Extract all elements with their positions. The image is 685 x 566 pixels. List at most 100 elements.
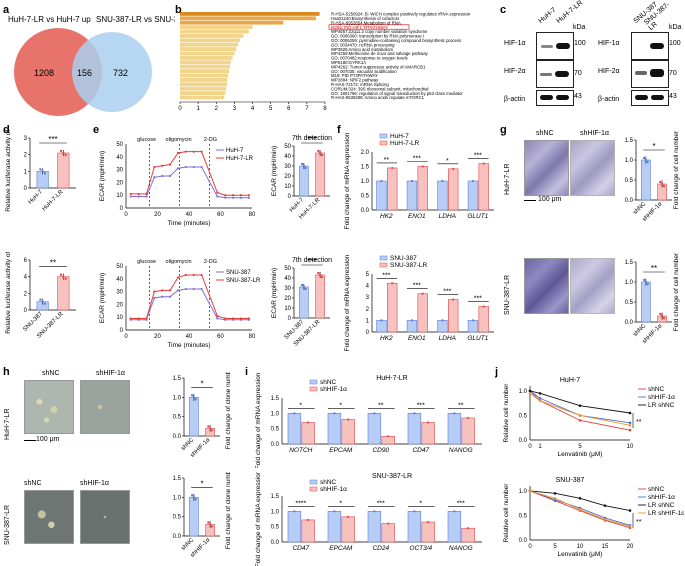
y-tick-label-4: 40 bbox=[284, 276, 291, 282]
dot-0-2 bbox=[304, 166, 307, 170]
g-label-shhif: shHIF-1α bbox=[580, 130, 609, 137]
bar-0 bbox=[299, 286, 309, 319]
sig-label-3: *** bbox=[474, 295, 482, 302]
legend-label-1: shHIF-1α bbox=[320, 386, 347, 393]
dot-1-1 bbox=[421, 292, 424, 295]
bar-2-0 bbox=[437, 320, 448, 333]
dose-point-3-3 bbox=[603, 518, 607, 521]
pathway-bar-13 bbox=[180, 69, 229, 73]
dot-1-1 bbox=[660, 182, 664, 186]
pathway-bar-11 bbox=[180, 60, 231, 65]
dot-0-1 bbox=[302, 164, 306, 168]
dot-0-1 bbox=[644, 280, 648, 284]
bar-0-0 bbox=[287, 511, 302, 543]
dose-point-1-1 bbox=[538, 396, 542, 400]
venn-right-circle bbox=[72, 32, 152, 112]
series-point-0-13 bbox=[239, 196, 243, 199]
pathway-highlight-box bbox=[328, 24, 410, 30]
pathway-term-6: GO: 0006259: pyrimidine-containing compo… bbox=[331, 38, 461, 43]
legend-swatch-0 bbox=[309, 479, 318, 485]
x-tick-label-0: 0 bbox=[528, 544, 532, 550]
h-row-label-huh7: HuH-7-LR bbox=[4, 408, 11, 440]
pathway-bar-7 bbox=[180, 42, 238, 47]
pathway-x-label-1: 1 bbox=[196, 106, 200, 112]
sphere-image-huh7-shhif bbox=[80, 380, 130, 434]
pathway-bar-4 bbox=[180, 29, 249, 34]
western-blot-panel: HuH-7 HuH-7-LR SNU-387 SNU-387-LR kDa kD… bbox=[500, 0, 685, 120]
y-axis-label: ECAR (mpH/min) bbox=[99, 151, 106, 201]
pathway-term-11: WP5180:GYRK1A bbox=[331, 60, 366, 65]
chart-title: HuH-7-LR bbox=[376, 375, 408, 382]
y-tick-label-0: 0.0 bbox=[625, 320, 634, 326]
sig-label: * bbox=[200, 479, 203, 488]
bar-0-0 bbox=[376, 180, 387, 211]
series-point-1-2 bbox=[145, 192, 148, 196]
dot-3-0 bbox=[413, 412, 416, 415]
dot-4-1 bbox=[467, 527, 470, 530]
series-point-1-2 bbox=[145, 317, 148, 320]
legend-label-2: LR shNC bbox=[648, 502, 675, 509]
scale-text-g-top: 100 μm bbox=[538, 196, 562, 203]
x-tick-label-2: 40 bbox=[186, 212, 193, 218]
row-label-actin-right: β-actin bbox=[598, 96, 620, 103]
marker-43-right: 43 bbox=[669, 93, 677, 100]
dot-1-2 bbox=[210, 525, 214, 528]
series-point-1-5 bbox=[169, 289, 172, 292]
series-point-0-9 bbox=[200, 165, 203, 169]
bar-3-1 bbox=[478, 306, 489, 333]
bar-3-1 bbox=[421, 422, 435, 445]
y-axis-label: ECAR (mpH/min) bbox=[99, 273, 106, 323]
scale-text-h-top: 100 μm bbox=[36, 436, 60, 443]
blot-actin-left bbox=[536, 90, 574, 106]
pathway-term-7: GO: 0034470: ncRNA processing bbox=[331, 42, 395, 47]
y-tick-label-1: 0.5 bbox=[519, 413, 528, 419]
pathway-x-label-7: 7 bbox=[305, 106, 309, 112]
marker-100-left: 100 bbox=[574, 40, 586, 47]
dot-1-1 bbox=[347, 515, 350, 518]
x-tick-label-1: 1 bbox=[538, 444, 542, 450]
dot-1-2 bbox=[64, 277, 67, 280]
y-tick-label-5: 50 bbox=[116, 264, 123, 270]
dot-0-1 bbox=[307, 518, 310, 522]
dot-1-0 bbox=[59, 273, 63, 276]
y-tick-label-5: 5 bbox=[366, 272, 370, 278]
bar-2-1 bbox=[448, 168, 459, 211]
pathway-term-8: WP3925:Amino acid metabolism bbox=[331, 47, 394, 52]
dot-1-0 bbox=[207, 425, 210, 428]
pathway-bar-chart: R-HSA-5250924: B- WICH complex positivel… bbox=[178, 12, 471, 112]
pathway-bar-3 bbox=[180, 25, 253, 29]
dot-1-1 bbox=[347, 418, 350, 421]
pathway-term-1: Hsa01240:Biosynthesis of cofactors bbox=[331, 16, 399, 21]
sig-label-1: *** bbox=[413, 156, 421, 163]
bar-2-1 bbox=[381, 436, 395, 445]
y-tick-label-3: 3 bbox=[24, 136, 28, 142]
legend-label-0: HuH-7 bbox=[226, 148, 244, 154]
y-tick-label-2: 20 bbox=[284, 296, 291, 302]
y-tick-label-0: 0 bbox=[120, 206, 124, 212]
series-point-1-14 bbox=[247, 194, 250, 197]
y-tick-label-0: 0.0 bbox=[173, 534, 182, 540]
panel-letter-c: c bbox=[500, 4, 507, 16]
bar-1-1 bbox=[417, 166, 428, 211]
panel-letter-e: e bbox=[93, 124, 100, 136]
series-point-0-10 bbox=[216, 195, 219, 198]
dose-point-3-1 bbox=[538, 399, 542, 403]
dose-point-3-0 bbox=[528, 489, 532, 493]
chart-title: 7th detection bbox=[292, 135, 332, 142]
y-axis-label: Relative luciferase activity of HRE bbox=[5, 130, 12, 212]
bar-1-0 bbox=[406, 320, 418, 333]
y-tick-label-4: 4 bbox=[366, 284, 370, 290]
pathway-bar-16 bbox=[180, 82, 228, 87]
sig-label-3: *** bbox=[417, 402, 425, 409]
y-tick-label-2: 20 bbox=[116, 180, 123, 186]
y-tick-label-0: 0 bbox=[288, 194, 292, 200]
dot-0-0 bbox=[39, 298, 42, 301]
dot-0-1 bbox=[391, 282, 394, 285]
glycolysis-gene-chart-huh7: 0.0 0.5 1.0 1.5 2.0 Fold change of mRNA expre… bbox=[344, 132, 494, 229]
y-tick-label-2: 1.0 bbox=[173, 395, 182, 401]
series-point-0-4 bbox=[161, 174, 164, 178]
y-tick-label-2: 4 bbox=[24, 275, 28, 281]
dose-point-2-2 bbox=[578, 496, 582, 500]
chart-title: 7th detection bbox=[292, 257, 332, 264]
dot-3-0 bbox=[471, 179, 475, 183]
